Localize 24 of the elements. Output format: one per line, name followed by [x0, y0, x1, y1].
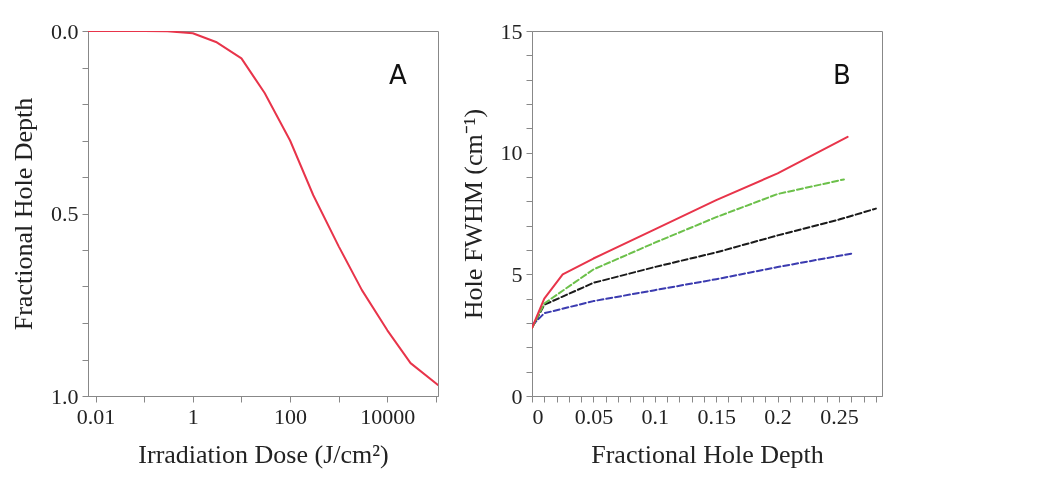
y-tick-label: 0.0 [51, 18, 79, 44]
x-tick-label: 0.1 [641, 403, 670, 429]
x-tick-label: 0.2 [764, 403, 792, 429]
y-tick-label: 10 [500, 140, 523, 166]
y-tick-label: 0.5 [51, 201, 79, 226]
x-tick-label: 0.15 [697, 403, 736, 429]
x-tick-label: 100 [274, 403, 308, 429]
y-axis-title: Hole FWHM (cm⁻¹) [458, 108, 488, 320]
x-tick-label: 1 [187, 403, 199, 429]
x-tick-label: 0.25 [820, 403, 859, 429]
x-tick-label: 0 [532, 403, 544, 429]
x-axis-title: Fractional Hole Depth [591, 439, 824, 469]
annotation: B [833, 60, 851, 90]
y-tick-label: 1.0 [51, 383, 79, 409]
x-tick-label: 10000 [360, 403, 416, 429]
x-axis-title: Irradiation Dose (J/cm²) [138, 439, 389, 469]
y-tick-label: 15 [500, 18, 523, 44]
x-tick-label: 0.01 [76, 403, 116, 429]
annotation: A [389, 60, 408, 90]
y-axis-title: Fractional Hole Depth [9, 97, 38, 331]
y-tick-label: 5 [511, 261, 523, 287]
x-tick-label: 0.05 [574, 403, 614, 429]
y-tick-label: 0 [511, 383, 523, 409]
line-series [532, 135, 849, 329]
